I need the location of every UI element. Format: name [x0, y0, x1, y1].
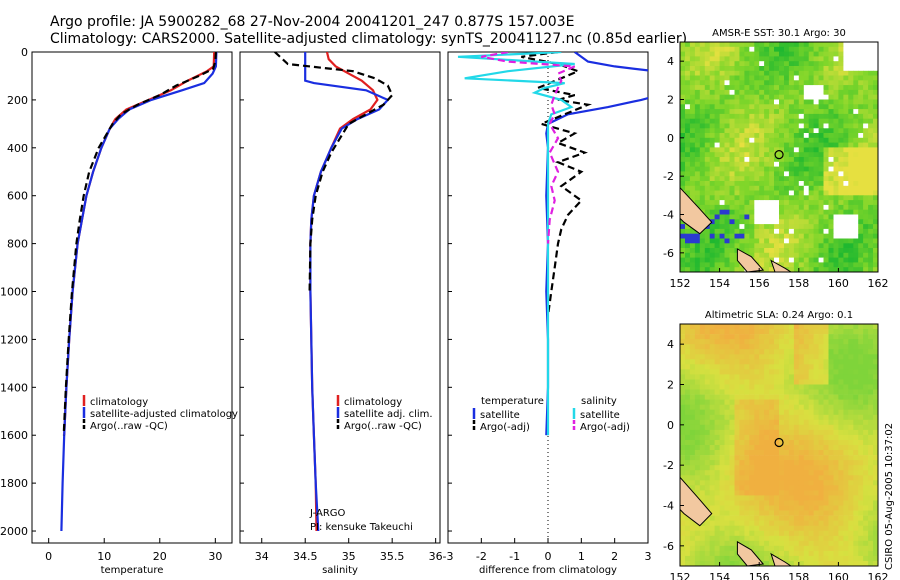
sla_map-ytick-label: 2	[667, 379, 674, 392]
sst_map-xtick-label: 160	[828, 277, 849, 290]
pi-name: PI: kensuke Takeuchi	[310, 522, 413, 533]
sla_map-xtick-label: 156	[749, 571, 770, 580]
difference-xlabel: difference from climatology	[479, 565, 617, 576]
salinity-xlabel: salinity	[322, 565, 358, 576]
sla_map-ytick-label: 0	[667, 419, 674, 432]
sst_map-ytick-label: 4	[667, 55, 674, 68]
sla_map-title: Altimetric SLA: 0.24 Argo: 0.1	[705, 310, 853, 321]
temperature-ytick-label: 1400	[0, 381, 28, 394]
sla_map-ytick-label: -2	[663, 459, 674, 472]
diff-legend-title-temperature: temperature	[481, 396, 544, 407]
diff-legend-title-salinity: salinity	[581, 396, 617, 407]
salinity-xtick-label: 34.5	[293, 550, 318, 563]
sal-legend-item: Argo(..raw -QC)	[344, 421, 422, 432]
sst_map-xtick-label: 162	[868, 277, 889, 290]
difference-xtick-label: -1	[509, 550, 520, 563]
salinity-plot-frame	[240, 52, 440, 543]
temperature-ytick-label: 1800	[0, 477, 28, 490]
diff-legend-temp-sat: satellite	[480, 410, 520, 421]
timestamp-stamp: CSIRO 05-Aug-2005 10:37:02	[884, 423, 895, 570]
sla_map-xtick-label: 154	[709, 571, 730, 580]
temperature-ytick-label: 200	[7, 94, 28, 107]
sst_map-ytick-label: -2	[663, 170, 674, 183]
difference-xtick-label: -3	[443, 550, 454, 563]
sal-legend-item: climatology	[344, 397, 402, 408]
temperature-ytick-label: 1000	[0, 286, 28, 299]
temperature-ytick-label: 1600	[0, 429, 28, 442]
temperature-ytick-label: 400	[7, 142, 28, 155]
salinity-xtick-label: 35.5	[380, 550, 405, 563]
temperature-ytick-label: 1200	[0, 333, 28, 346]
sla_map-xtick-label: 160	[828, 571, 849, 580]
sla_map-ytick-label: -4	[663, 500, 674, 513]
sla_map-xtick-label: 162	[868, 571, 889, 580]
sla_map-xtick-label: 152	[670, 571, 691, 580]
sst_map-xtick-label: 154	[709, 277, 730, 290]
salinity-series-climatology	[310, 52, 377, 531]
diff-legend-temp-argo: Argo(-adj)	[480, 422, 530, 433]
temperature-ytick-label: 800	[7, 238, 28, 251]
salinity-series-argo-raw-qc-	[275, 52, 392, 292]
temperature-xtick-label: 0	[45, 550, 52, 563]
salinity-xtick-label: 35	[342, 550, 356, 563]
temperature-xtick-label: 20	[153, 550, 167, 563]
sst_map-heatmap-cells	[680, 42, 878, 272]
figure-canvas: 0 10 20 30temperature0200400600800100012001…	[0, 0, 900, 580]
sal-legend-item: satellite adj. clim.	[344, 409, 433, 420]
sst_map-xtick-label: 156	[749, 277, 770, 290]
temperature-ytick-label: 600	[7, 190, 28, 203]
sst_map-ytick-label: -6	[663, 247, 674, 260]
sla_map-ytick-label: -6	[663, 540, 674, 553]
temperature-ytick-label: 2000	[0, 525, 28, 538]
sst_map-xtick-label: 158	[788, 277, 809, 290]
difference-xtick-label: 3	[645, 550, 652, 563]
sst_map-ytick-label: -4	[663, 209, 674, 222]
temp-legend-item: Argo(..raw -QC)	[90, 421, 168, 432]
difference-xtick-label: 1	[578, 550, 585, 563]
salinity-xtick-label: 34	[255, 550, 269, 563]
difference-xtick-label: -2	[476, 550, 487, 563]
sla_map-xtick-label: 158	[788, 571, 809, 580]
difference-series-temperature-argo-adj-	[521, 52, 588, 316]
sst_map-title: AMSR-E SST: 30.1 Argo: 30	[712, 28, 846, 39]
temperature-xtick-label: 10	[97, 550, 111, 563]
temperature-series-climatology	[64, 52, 214, 435]
difference-xtick-label: 0	[545, 550, 552, 563]
sla_map-heatmap-cells	[680, 324, 878, 566]
sst_map-ytick-label: 0	[667, 132, 674, 145]
temperature-xtick-label: 30	[208, 550, 222, 563]
diff-legend-sal-argo: Argo(-adj)	[580, 422, 630, 433]
sst_map-xtick-label: 152	[670, 277, 691, 290]
sla_map-ytick-label: 4	[667, 338, 674, 351]
diff-legend-sal-sat: satellite	[580, 410, 620, 421]
sst_map-ytick-label: 2	[667, 94, 674, 107]
temp-legend-item: climatology	[90, 397, 148, 408]
temperature-xlabel: temperature	[101, 565, 164, 576]
difference-series-temperature-satellite	[546, 52, 698, 435]
temperature-series-satellite-adjusted-climatology	[61, 52, 216, 531]
temperature-series-argo-raw-qc-	[64, 52, 216, 435]
temperature-ytick-label: 0	[21, 46, 28, 59]
temp-legend-item: satellite-adjusted climatology	[90, 409, 238, 420]
salinity-xtick-label: 36	[429, 550, 443, 563]
difference-xtick-label: 2	[611, 550, 618, 563]
pi-institution: J-ARGO	[309, 508, 346, 519]
